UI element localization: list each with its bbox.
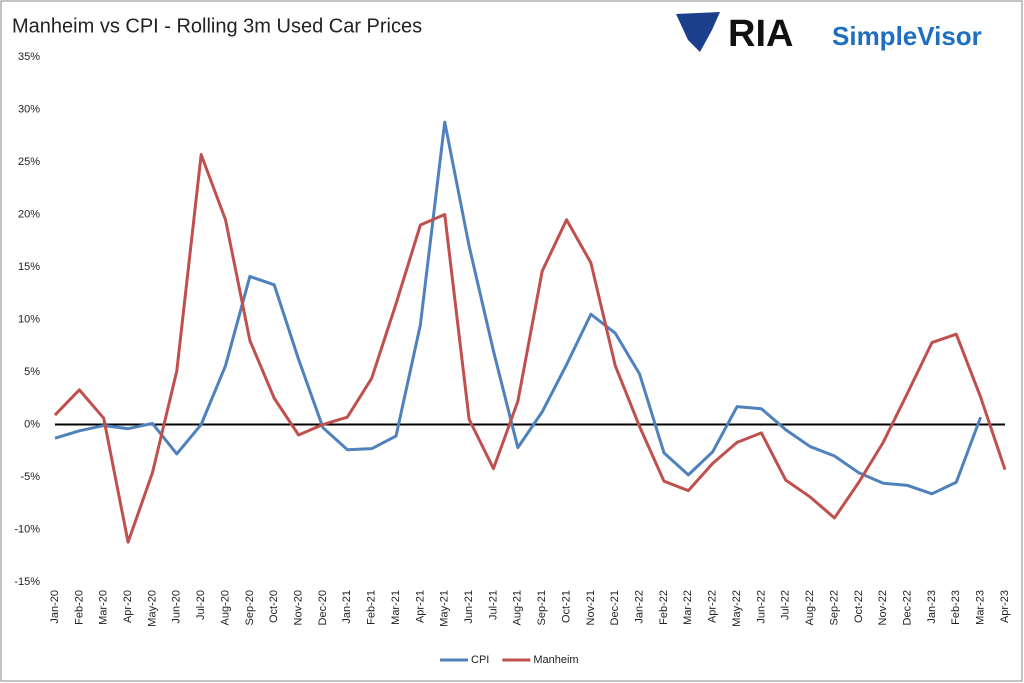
legend-label: Manheim bbox=[533, 654, 578, 666]
x-tick-label: Dec-22 bbox=[901, 590, 913, 625]
x-tick-label: Jan-20 bbox=[49, 590, 61, 624]
logo-icon bbox=[676, 12, 720, 52]
x-tick-label: Oct-22 bbox=[853, 590, 865, 623]
y-tick-label: -15% bbox=[14, 576, 40, 588]
x-tick-label: Apr-21 bbox=[414, 590, 426, 623]
logo-product: SimpleVisor bbox=[832, 21, 982, 51]
x-tick-label: Sep-22 bbox=[828, 590, 840, 625]
y-tick-label: 5% bbox=[24, 366, 40, 378]
x-tick-label: Nov-21 bbox=[585, 590, 597, 625]
x-tick-label: Feb-23 bbox=[950, 590, 962, 625]
x-tick-label: Aug-22 bbox=[804, 590, 816, 625]
y-tick-label: 35% bbox=[18, 51, 40, 63]
x-tick-label: May-20 bbox=[146, 590, 158, 627]
chart-title: Manheim vs CPI - Rolling 3m Used Car Pri… bbox=[12, 15, 422, 37]
logo-brand: RIA bbox=[728, 13, 793, 55]
x-tick-label: Aug-21 bbox=[512, 590, 524, 625]
x-tick-label: Oct-21 bbox=[560, 590, 572, 623]
x-tick-label: May-22 bbox=[731, 590, 743, 627]
x-tick-label: Aug-20 bbox=[219, 590, 231, 625]
x-tick-label: Apr-23 bbox=[999, 590, 1011, 623]
x-tick-label: Feb-22 bbox=[658, 590, 670, 625]
x-tick-label: Jun-21 bbox=[463, 590, 475, 624]
y-tick-label: 15% bbox=[18, 261, 40, 273]
x-tick-label: Jun-22 bbox=[755, 590, 767, 624]
y-tick-label: 20% bbox=[18, 208, 40, 220]
series-line bbox=[54, 120, 983, 496]
legend-label: CPI bbox=[471, 654, 489, 666]
x-tick-label: Nov-20 bbox=[292, 590, 304, 625]
series-line bbox=[53, 153, 1007, 544]
x-tick-label: Feb-20 bbox=[73, 590, 85, 625]
y-tick-label: -5% bbox=[20, 471, 40, 483]
x-tick-label: Mar-20 bbox=[98, 590, 110, 625]
x-tick-label: Nov-22 bbox=[877, 590, 889, 625]
x-tick-label: Dec-20 bbox=[317, 590, 329, 625]
x-tick-label: Jan-21 bbox=[341, 590, 353, 624]
x-tick-label: Jul-21 bbox=[487, 590, 499, 620]
y-tick-label: 30% bbox=[18, 103, 40, 115]
x-tick-label: Mar-22 bbox=[682, 590, 694, 625]
y-tick-label: 10% bbox=[18, 313, 40, 325]
y-tick-label: 25% bbox=[18, 156, 40, 168]
x-tick-label: Jul-22 bbox=[780, 590, 792, 620]
x-tick-label: Oct-20 bbox=[268, 590, 280, 623]
x-tick-label: Jan-22 bbox=[634, 590, 646, 624]
x-tick-label: Feb-21 bbox=[366, 590, 378, 625]
x-tick-label: Jul-20 bbox=[195, 590, 207, 620]
x-tick-label: Apr-20 bbox=[122, 590, 134, 623]
x-tick-label: Sep-20 bbox=[244, 590, 256, 625]
logo: RIA SimpleVisor bbox=[676, 12, 982, 55]
x-tick-label: Mar-21 bbox=[390, 590, 402, 625]
x-tick-label: Apr-22 bbox=[707, 590, 719, 623]
x-tick-label: May-21 bbox=[439, 590, 451, 627]
y-tick-label: 0% bbox=[24, 418, 40, 430]
x-tick-label: Sep-21 bbox=[536, 590, 548, 625]
x-tick-label: Jun-20 bbox=[171, 590, 183, 624]
y-tick-label: -10% bbox=[14, 523, 40, 535]
x-tick-label: Jan-23 bbox=[926, 590, 938, 624]
x-tick-label: Dec-21 bbox=[609, 590, 621, 625]
x-tick-label: Mar-23 bbox=[975, 590, 987, 625]
